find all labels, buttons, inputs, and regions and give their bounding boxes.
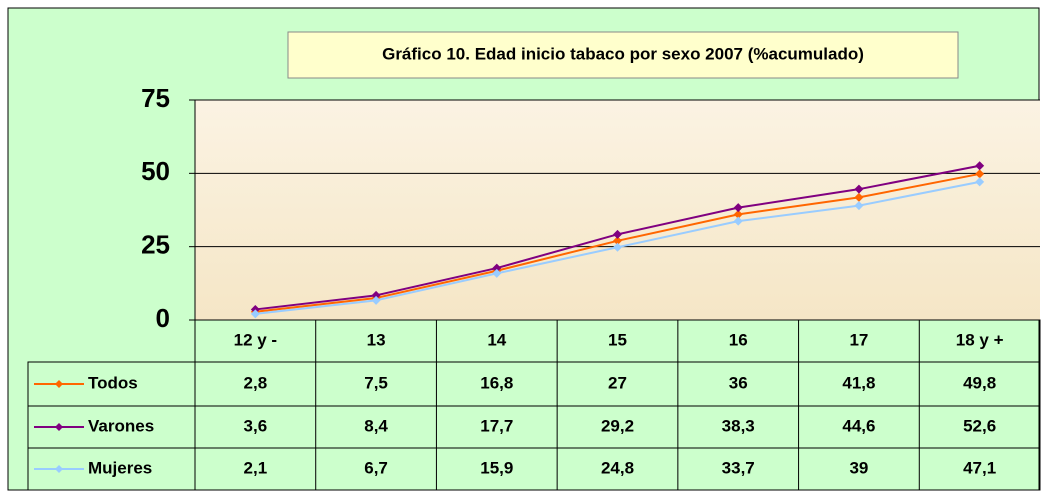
point bbox=[975, 169, 985, 179]
legend-label: Mujeres bbox=[88, 458, 152, 477]
value-label: 38,3 bbox=[722, 416, 755, 435]
value-label: 16,8 bbox=[480, 373, 513, 392]
legend-label: Todos bbox=[88, 373, 138, 392]
x-tick-label: 18 y + bbox=[956, 330, 1004, 349]
value-label: 47,1 bbox=[963, 458, 996, 477]
point bbox=[613, 229, 622, 239]
value-label: 7,5 bbox=[364, 373, 388, 392]
value-label: 27 bbox=[608, 373, 627, 392]
point bbox=[733, 203, 743, 213]
value-label: 41,8 bbox=[842, 373, 875, 392]
point bbox=[975, 177, 985, 187]
point bbox=[733, 209, 743, 219]
point bbox=[613, 236, 622, 246]
legend-marker bbox=[55, 465, 63, 473]
point bbox=[371, 295, 381, 305]
point bbox=[492, 263, 502, 273]
value-label: 8,4 bbox=[364, 416, 388, 435]
value-label: 2,8 bbox=[244, 373, 268, 392]
value-label: 33,7 bbox=[722, 458, 755, 477]
y-tick-label: 0 bbox=[156, 303, 170, 333]
plot-area bbox=[195, 100, 1040, 320]
point bbox=[854, 192, 864, 202]
point bbox=[492, 268, 502, 278]
legend-marker bbox=[55, 380, 63, 388]
value-label: 29,2 bbox=[601, 416, 634, 435]
value-label: 44,6 bbox=[842, 416, 875, 435]
value-label: 6,7 bbox=[364, 458, 388, 477]
title-box bbox=[287, 31, 959, 79]
point bbox=[250, 309, 260, 319]
value-label: 17,7 bbox=[480, 416, 513, 435]
point bbox=[613, 242, 622, 252]
x-tick-label: 16 bbox=[729, 330, 748, 349]
y-tick-label: 25 bbox=[141, 230, 170, 260]
chart-title: Gráfico 10. Edad inicio tabaco por sexo … bbox=[382, 44, 864, 63]
point bbox=[975, 161, 985, 171]
value-label: 39 bbox=[849, 458, 868, 477]
x-tick-label: 14 bbox=[487, 330, 506, 349]
value-label: 36 bbox=[729, 373, 748, 392]
legend-label: Varones bbox=[88, 416, 154, 435]
legend-marker bbox=[55, 423, 63, 431]
value-label: 2,1 bbox=[244, 458, 268, 477]
value-label: 52,6 bbox=[963, 416, 996, 435]
point bbox=[733, 216, 743, 226]
x-tick-label: 17 bbox=[849, 330, 868, 349]
value-label: 49,8 bbox=[963, 373, 996, 392]
value-label: 3,6 bbox=[244, 416, 268, 435]
value-label: 24,8 bbox=[601, 458, 634, 477]
x-tick-label: 13 bbox=[367, 330, 386, 349]
point bbox=[854, 184, 864, 194]
y-tick-label: 50 bbox=[141, 156, 170, 186]
y-tick-label: 75 bbox=[141, 83, 170, 113]
x-tick-label: 15 bbox=[608, 330, 627, 349]
value-label: 15,9 bbox=[480, 458, 513, 477]
x-tick-label: 12 y - bbox=[234, 330, 277, 349]
point bbox=[854, 201, 864, 211]
point bbox=[371, 290, 381, 300]
